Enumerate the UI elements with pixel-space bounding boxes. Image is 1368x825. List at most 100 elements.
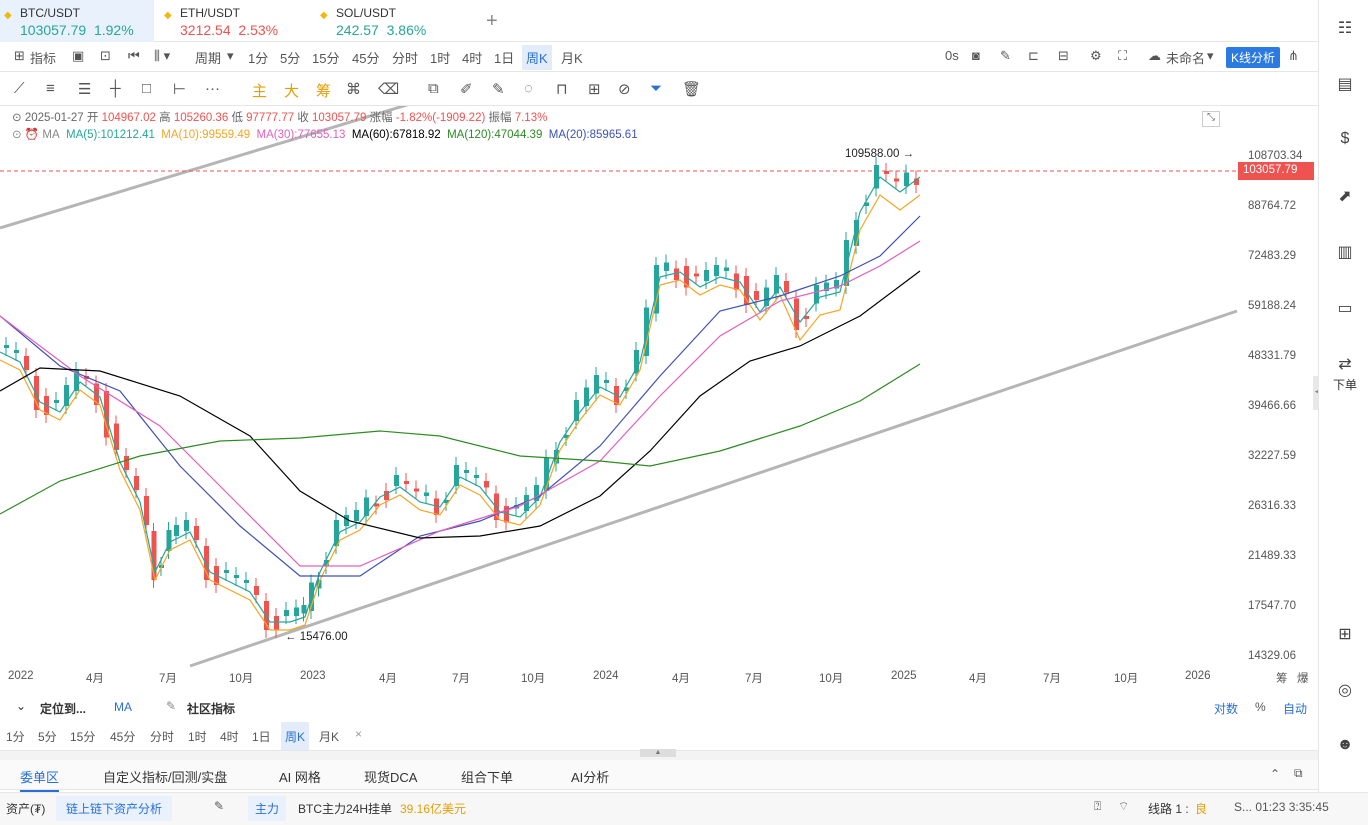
interval-15m[interactable]: 15分 [70, 730, 96, 744]
layout-icon[interactable]: ⊞ [1338, 626, 1352, 643]
interval-1h[interactable]: 1时 [188, 730, 207, 744]
tab-custom-indicator[interactable]: 自定义指标/回测/实盘 [103, 770, 228, 785]
filter-icon[interactable]: ⏷ [650, 80, 663, 97]
interval-4h[interactable]: 4时 [220, 730, 239, 744]
edit-icon[interactable]: ✎ [214, 799, 225, 813]
note-icon[interactable]: ⊞ [588, 81, 601, 98]
collapse-panel-handle[interactable]: ◂ [1313, 376, 1321, 410]
line-label[interactable]: 线路 1 : [1148, 802, 1189, 816]
interval-4h[interactable]: 4时 [462, 51, 483, 66]
etf-icon[interactable]: ▭ [1337, 300, 1353, 317]
onchain-analysis-button[interactable]: 链上链下资产分析 [56, 796, 173, 821]
log-scale-toggle[interactable]: 对数 [1214, 702, 1239, 716]
popout-icon[interactable]: ⧉ [1294, 766, 1303, 780]
locate-button[interactable]: 定位到... [40, 702, 87, 716]
interval-timeshare[interactable]: 分时 [150, 730, 175, 744]
watchlist-icon[interactable]: ☷ [1337, 20, 1353, 37]
interval-45m[interactable]: 45分 [352, 51, 380, 66]
kline-analysis-button[interactable]: K线分析 [1226, 47, 1281, 68]
pen-icon[interactable]: ✐ [460, 81, 473, 98]
interval-weekly[interactable]: 周K [281, 722, 310, 750]
price-axis[interactable]: 108703.34 88764.72 72483.29 59188.24 483… [1237, 106, 1318, 666]
interval-1m[interactable]: 1分 [6, 730, 25, 744]
main-force-button[interactable]: 主 [252, 83, 268, 100]
tab-sol[interactable]: ◆ SOL/USDT 242.57 3.86% [316, 0, 466, 42]
period-dropdown[interactable]: 周期 [195, 51, 222, 66]
parallel-lines-icon[interactable]: ≡ [46, 80, 55, 97]
close-icon[interactable]: × [355, 727, 363, 741]
candle-type-icon[interactable]: ⫼ ▾ [154, 48, 171, 63]
chart-canvas[interactable]: 109588.00 → ← 15476.00 [0, 106, 1318, 694]
chevron-up-icon[interactable]: ⌃ [1270, 767, 1281, 781]
cloud-icon[interactable]: ☁ [1148, 48, 1161, 63]
visibility-icon[interactable]: ◌ [524, 80, 533, 97]
trend-icon[interactable]: ⬈ [1338, 188, 1352, 205]
pencil-icon[interactable]: ✎ [1000, 48, 1011, 63]
drag-handle-icon[interactable]: ▲ [640, 749, 676, 757]
big-order-button[interactable]: 大 [284, 83, 300, 100]
assets-label[interactable]: 资产(₮) [6, 802, 46, 816]
magnet-icon[interactable]: ⌘ [346, 81, 361, 98]
brush-icon[interactable]: ✎ [492, 81, 505, 98]
gear-icon[interactable]: ⚙ [1090, 48, 1102, 63]
eraser-icon[interactable]: ⌫ [378, 81, 400, 98]
rectangle-icon[interactable]: □ [142, 80, 152, 97]
interval-monthly[interactable]: 月K [561, 51, 583, 66]
panel-divider[interactable]: ▲ [0, 749, 1318, 760]
draw-link-icon[interactable]: ⊘ [618, 81, 631, 98]
interval-weekly[interactable]: 周K [522, 45, 552, 70]
ray-icon[interactable]: ⊢ [173, 81, 187, 98]
interval-45m[interactable]: 45分 [110, 730, 136, 744]
trendline-icon[interactable]: ⟋ [14, 80, 25, 97]
order-icon[interactable]: ⇄ [1338, 356, 1352, 373]
document-icon[interactable]: ▤ [1337, 76, 1353, 93]
interval-1h[interactable]: 1时 [430, 51, 451, 66]
collapse-icon[interactable]: ⊙ [12, 129, 22, 141]
liquidation-toggle[interactable]: 爆 [1297, 673, 1309, 685]
chip-button[interactable]: 筹 [316, 83, 332, 100]
order-label[interactable]: 下单 [1333, 378, 1358, 392]
robot-icon[interactable]: ☻ [1336, 736, 1354, 753]
time-axis[interactable]: 2022 4月 7月 10月 2023 4月 7月 10月 2024 4月 7月… [0, 666, 1309, 690]
interval-timeshare[interactable]: 分时 [392, 51, 419, 66]
edit-icon[interactable]: ✎ [166, 699, 177, 713]
help-icon[interactable]: ⍰ [1094, 799, 1102, 813]
tab-btc[interactable]: ◆ BTC/USDT 103057.79 1.92% [0, 0, 154, 42]
auto-scale-toggle[interactable]: 自动 [1283, 702, 1308, 716]
interval-1d[interactable]: 1日 [252, 730, 271, 744]
interval-5m[interactable]: 5分 [280, 51, 301, 66]
percent-scale-toggle[interactable]: % [1255, 700, 1266, 714]
tab-ai-analysis[interactable]: AI分析 [571, 770, 610, 785]
headset-icon[interactable]: ◎ [1338, 682, 1352, 699]
interval-monthly[interactable]: 月K [319, 730, 340, 744]
lock-icon[interactable]: ⊓ [556, 81, 568, 98]
calendar-icon[interactable]: ▣ [72, 48, 85, 63]
expand-icon[interactable]: ⤡ [1202, 111, 1220, 127]
share-icon[interactable]: ⋔ [1288, 48, 1299, 63]
tab-combo-order[interactable]: 组合下单 [461, 770, 514, 785]
camera-icon[interactable]: ◙ [972, 48, 980, 63]
alarm-icon[interactable]: ⏰ [24, 129, 40, 141]
template-icon[interactable]: ⊟ [1058, 48, 1069, 63]
tab-spot-dca[interactable]: 现货DCA [364, 770, 418, 785]
channel-icon[interactable]: ☰ [78, 81, 92, 98]
collapse-icon[interactable]: ⌄ [16, 699, 27, 713]
interval-15m[interactable]: 15分 [312, 51, 340, 66]
dollar-icon[interactable]: $ [1340, 130, 1350, 147]
interval-1m[interactable]: 1分 [248, 51, 269, 66]
ma-indicator-button[interactable]: MA [114, 700, 132, 714]
collapse-icon[interactable]: ⊙ [12, 112, 22, 124]
interval-1d[interactable]: 1日 [494, 51, 515, 66]
tab-eth[interactable]: ◆ ETH/USDT 3212.54 2.53% [160, 0, 310, 42]
more-icon[interactable]: ··· [205, 80, 220, 97]
copy-icon[interactable]: ⧉ [428, 80, 439, 97]
chart-icon[interactable]: ▥ [1337, 244, 1353, 261]
compare-icon[interactable]: ⊡ [100, 48, 111, 63]
horizontal-line-icon[interactable]: ┼ [110, 80, 121, 97]
layout-name[interactable]: 未命名 [1166, 51, 1206, 66]
replay-icon[interactable]: ⏮ [128, 48, 140, 63]
add-tab-button[interactable]: + [486, 10, 498, 32]
interval-5m[interactable]: 5分 [38, 730, 57, 744]
indicator-button[interactable]: 指标 [30, 51, 57, 66]
community-indicator-button[interactable]: 社区指标 [187, 702, 236, 716]
